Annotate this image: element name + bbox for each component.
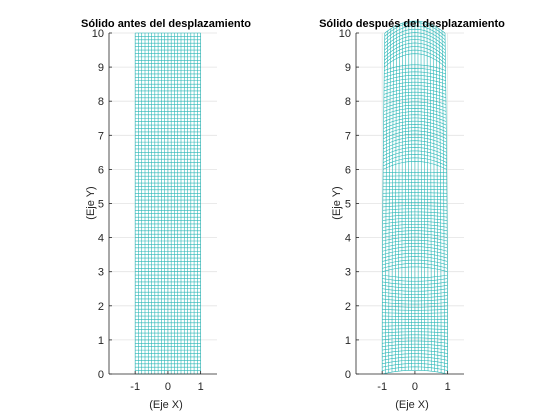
y-tick-label: 4 xyxy=(98,233,104,245)
mesh-after xyxy=(381,20,448,375)
mesh-line-vertical xyxy=(404,22,407,371)
mesh-line-vertical xyxy=(398,24,401,372)
mesh-line-vertical xyxy=(423,22,426,371)
mesh-line-vertical xyxy=(385,30,389,374)
y-tick-label: 6 xyxy=(345,164,351,176)
chart-title-before: Sólido antes del desplazamiento xyxy=(81,18,251,30)
subplot-after: 0 1 2 3 4 5 6 7 8 9 10 -1 0 1 Sólido después del desp… xyxy=(319,18,505,411)
y-tick-label: 8 xyxy=(98,96,104,108)
mesh-line-vertical xyxy=(444,32,448,374)
y-tick-label: 2 xyxy=(345,301,351,313)
y-tick-label: 9 xyxy=(345,62,351,74)
axes-before: 0 1 2 3 4 5 6 7 8 9 10 -1 0 1 xyxy=(92,28,217,393)
y-tick-label: 8 xyxy=(345,96,351,108)
mesh-line-vertical xyxy=(391,26,395,373)
x-tick-label: 0 xyxy=(165,381,171,393)
x-axis-label-before: (Eje X) xyxy=(149,399,183,411)
x-tick-label: 0 xyxy=(412,381,418,393)
mesh-line-vertical xyxy=(429,24,432,372)
mesh-before xyxy=(134,32,201,375)
axes-after: 0 1 2 3 4 5 6 7 8 9 10 -1 0 1 xyxy=(339,28,464,393)
x-tick-label: -1 xyxy=(377,381,387,393)
x-tick-label: 1 xyxy=(198,381,204,393)
y-tick-label: 3 xyxy=(98,267,104,279)
mesh-line-vertical xyxy=(432,25,435,372)
y-tick-label: 1 xyxy=(345,335,351,347)
mesh-line-vertical xyxy=(426,22,429,371)
subplot-before: 0 1 2 3 4 5 6 7 8 9 10 -1 0 1 Sólido antes del despla… xyxy=(81,18,251,411)
y-tick-label: 6 xyxy=(98,164,104,176)
x-tick-label: 1 xyxy=(445,381,451,393)
y-axis-label-before: (Eje Y) xyxy=(85,186,97,219)
mesh-line-vertical xyxy=(438,28,442,373)
y-tick-label: 5 xyxy=(98,199,104,211)
y-tick-label: 0 xyxy=(98,369,104,381)
y-axis-label-after: (Eje Y) xyxy=(331,186,343,219)
mesh-line-vertical xyxy=(401,22,404,371)
mesh-line-vertical xyxy=(388,28,392,373)
mesh-line-vertical xyxy=(394,25,398,372)
y-tick-label: 1 xyxy=(98,335,104,347)
chart-title-after: Sólido después del desplazamiento xyxy=(319,18,505,30)
x-axis-label-after: (Eje X) xyxy=(395,399,429,411)
mesh-line-vertical xyxy=(420,21,422,371)
mesh-line-vertical xyxy=(381,32,386,374)
y-tick-label: 2 xyxy=(98,301,104,313)
y-tick-label: 5 xyxy=(345,199,351,211)
y-tick-label: 10 xyxy=(92,28,104,40)
y-tick-label: 4 xyxy=(345,233,351,245)
y-tick-label: 0 xyxy=(345,369,351,381)
y-tick-label: 7 xyxy=(345,130,351,142)
mesh-line-vertical xyxy=(435,26,439,373)
y-tick-label: 7 xyxy=(98,130,104,142)
y-tick-label: 3 xyxy=(345,267,351,279)
mesh-line-vertical xyxy=(441,30,445,374)
y-tick-label: 9 xyxy=(98,62,104,74)
x-tick-label: -1 xyxy=(130,381,140,393)
mesh-line-vertical xyxy=(408,21,410,371)
y-tick-label: 10 xyxy=(339,28,351,40)
